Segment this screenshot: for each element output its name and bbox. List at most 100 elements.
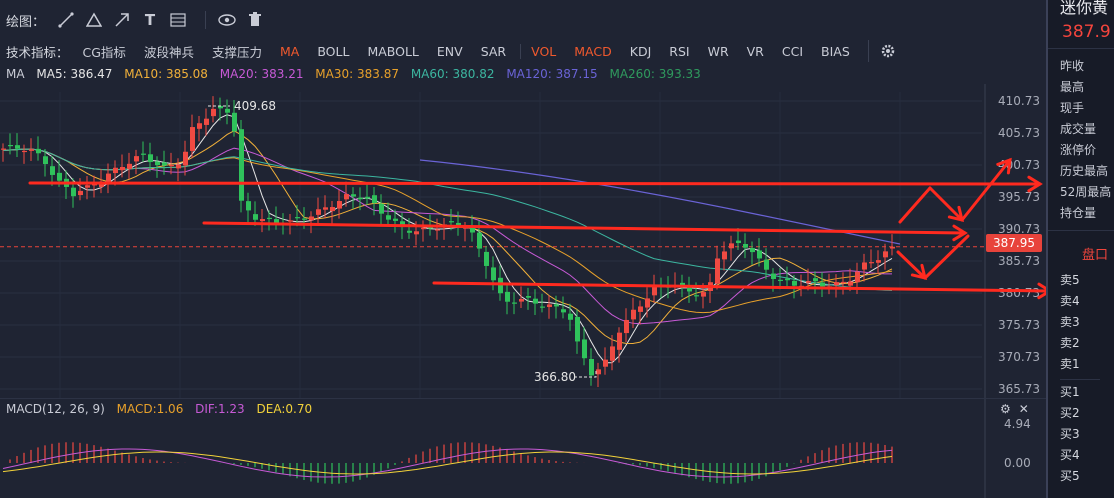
candle: [638, 306, 643, 312]
indicator-tab[interactable]: ENV: [436, 43, 463, 59]
indicator-tab[interactable]: CCI: [781, 43, 804, 59]
projection-line: [960, 158, 1012, 222]
indicator-tab[interactable]: 支撑压力: [211, 44, 262, 60]
candle: [589, 358, 594, 376]
macd-panel-controls: ⚙ ✕: [1000, 402, 1029, 416]
candle: [813, 278, 818, 282]
macd-title: MACD(12, 26, 9): [6, 402, 105, 416]
candle: [302, 218, 307, 220]
candle: [652, 287, 657, 296]
candle: [680, 282, 685, 286]
candle: [785, 278, 790, 281]
candle: [246, 201, 251, 211]
candle: [85, 185, 90, 188]
candle: [533, 298, 538, 304]
price-axis-label: 370.73: [998, 350, 1040, 364]
settings-gear-icon[interactable]: [867, 40, 899, 62]
indicator-tab[interactable]: WR: [707, 43, 729, 59]
candle: [610, 346, 615, 361]
candle: [582, 339, 587, 359]
candle: [792, 280, 797, 286]
candle: [78, 190, 83, 196]
candle: [855, 271, 860, 283]
candle: [155, 161, 160, 166]
indicator-tab[interactable]: CG指标: [82, 44, 126, 60]
panel-close-icon[interactable]: ✕: [1018, 402, 1029, 416]
candle: [274, 219, 279, 223]
candle: [330, 207, 335, 212]
candle: [29, 149, 34, 151]
triangle-icon[interactable]: [83, 9, 105, 31]
eye-icon[interactable]: [216, 9, 238, 31]
candle: [764, 259, 769, 270]
field-prev-close: 昨收: [1060, 59, 1085, 73]
quote-panel: 迷你黄 387.9 昨收 最高 现手 成交量 涨停价 历史最高 52周最高 持仓…: [1046, 0, 1114, 498]
candle: [876, 260, 881, 263]
ask-2: 卖2: [1060, 336, 1080, 350]
ma-legend: MA MA5: 386.47 MA10: 385.08 MA20: 383.21…: [6, 67, 709, 81]
toolbar-divider: [205, 11, 207, 29]
price-chart[interactable]: 410.73405.73400.73395.73390.73385.73380.…: [0, 84, 1046, 498]
candle: [519, 299, 524, 302]
indicator-tab[interactable]: BIAS: [821, 43, 850, 59]
candle: [372, 195, 377, 204]
indicator-tab[interactable]: RSI: [669, 43, 690, 59]
instrument-name: 迷你黄: [1060, 0, 1109, 17]
current-price-tag: 387.95: [986, 234, 1042, 252]
indicator-tab-vol[interactable]: VOL: [520, 43, 556, 59]
field-all-time-high: 历史最高: [1060, 164, 1109, 178]
candle: [645, 298, 650, 308]
indicator-tab[interactable]: VR: [746, 43, 764, 59]
candle: [260, 219, 265, 222]
candle: [43, 156, 48, 165]
projection-arrowhead: [996, 157, 1012, 175]
candle: [701, 292, 706, 297]
price-axis-label: 395.73: [998, 190, 1040, 204]
candle: [169, 164, 174, 167]
indicator-label: 技术指标：: [6, 44, 69, 60]
line-segment-icon[interactable]: [55, 9, 77, 31]
trash-icon[interactable]: [244, 9, 266, 31]
fibonacci-icon[interactable]: [167, 9, 189, 31]
field-52w-high: 52周最高: [1060, 185, 1112, 199]
indicator-tab[interactable]: SAR: [480, 43, 507, 59]
indicator-tabs: 技术指标： CG指标 波段神兵 支撑压力 MA BOLL MABOLL ENV …: [0, 40, 1046, 62]
candle: [120, 166, 125, 171]
candle: [407, 230, 412, 233]
ask-1: 卖1: [1060, 357, 1080, 371]
indicator-tab[interactable]: 波段神兵: [143, 44, 194, 60]
ma30-value: MA30: 383.87: [315, 67, 399, 81]
candle: [379, 203, 384, 214]
ask-5: 卖5: [1060, 273, 1080, 287]
candle: [127, 163, 132, 169]
candle: [806, 281, 811, 283]
candle: [736, 240, 741, 244]
indicator-tab-ma[interactable]: MA: [279, 43, 300, 59]
low-annotation: 366.80: [534, 370, 576, 384]
indicator-tab-macd[interactable]: MACD: [574, 43, 612, 59]
candle: [295, 217, 300, 219]
price-axis-label: 375.73: [998, 318, 1040, 332]
candle: [596, 369, 601, 375]
text-tool-icon[interactable]: T: [144, 11, 156, 29]
candle: [512, 302, 517, 304]
arrow-icon[interactable]: [111, 9, 133, 31]
candle: [92, 183, 97, 186]
ma-line: [2, 147, 892, 325]
indicator-tab[interactable]: KDJ: [629, 43, 652, 59]
candle: [694, 295, 699, 297]
support-arrowhead: [1037, 282, 1046, 300]
instrument-price: 387.9: [1062, 22, 1111, 42]
candle: [463, 227, 468, 229]
macd-axis-label: 0.00: [1004, 456, 1031, 470]
candle: [134, 156, 139, 162]
low-marker: [574, 370, 597, 378]
candle: [225, 108, 230, 113]
ma5-value: MA5: 386.47: [36, 67, 113, 81]
dea-line: [2, 451, 893, 475]
indicator-tab[interactable]: MABOLL: [367, 43, 419, 59]
candle: [421, 227, 426, 230]
candle: [848, 281, 853, 286]
panel-settings-icon[interactable]: ⚙: [1000, 402, 1011, 416]
indicator-tab[interactable]: BOLL: [317, 43, 350, 59]
